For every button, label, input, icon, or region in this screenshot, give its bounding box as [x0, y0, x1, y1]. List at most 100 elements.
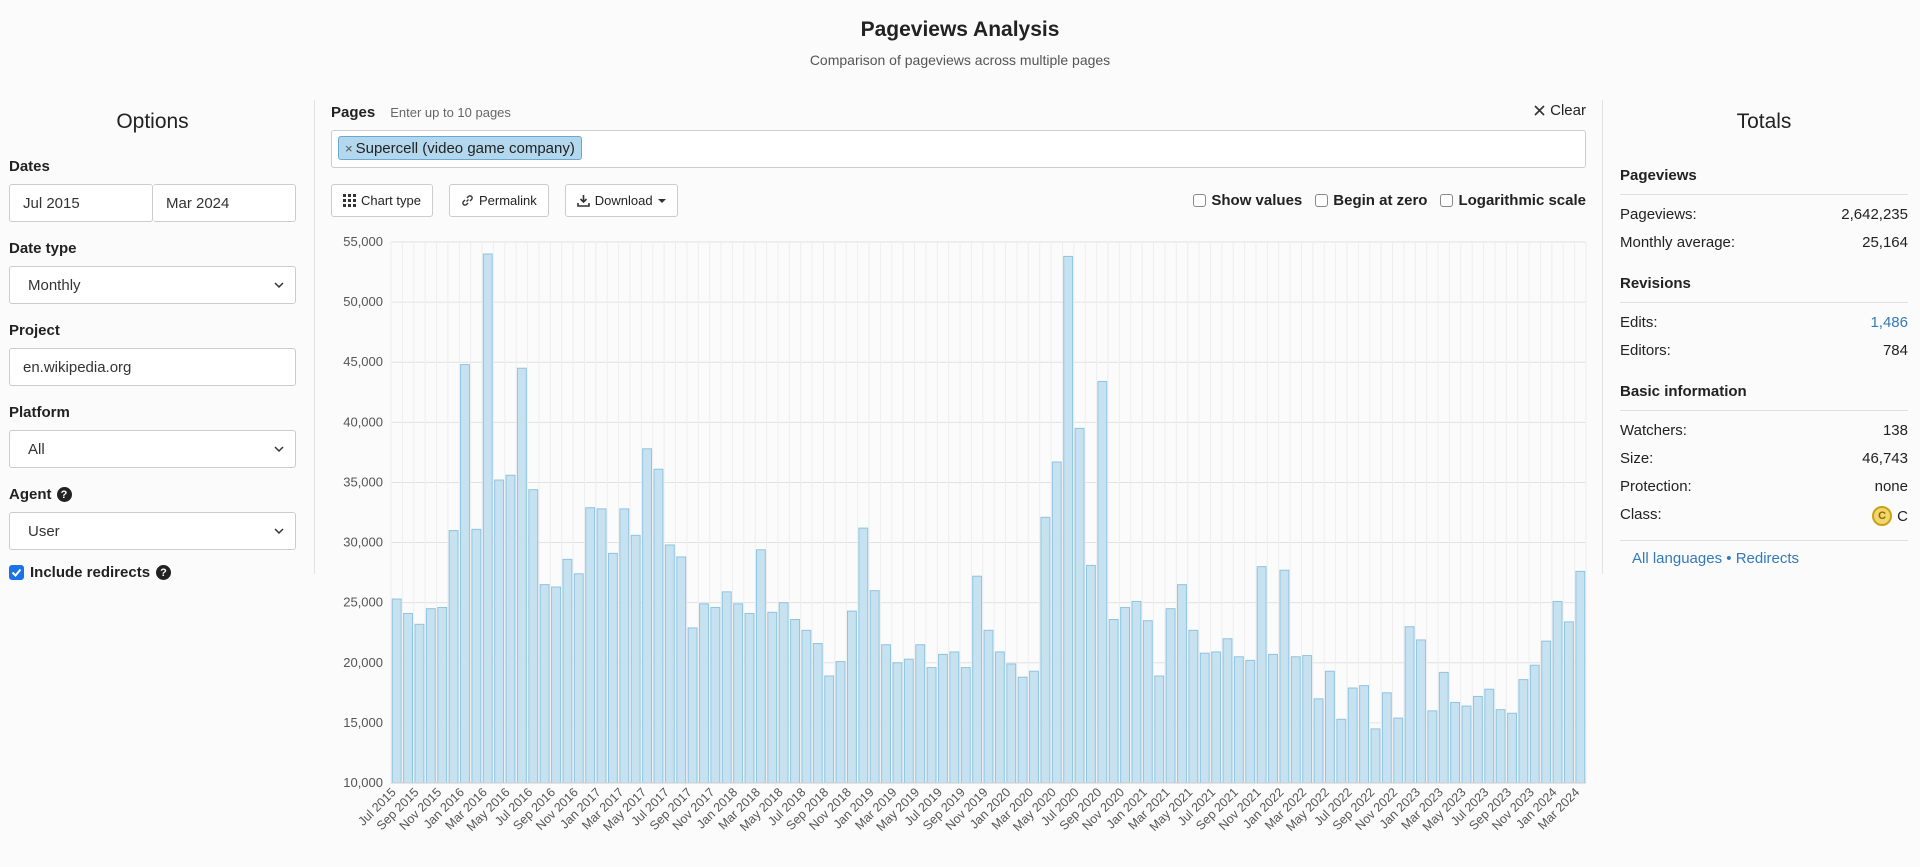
bar[interactable]: Mar 2020: [1029, 670, 1039, 784]
bar[interactable]: May 2020: [1051, 461, 1062, 784]
help-icon[interactable]: ?: [156, 565, 172, 580]
bar[interactable]: Feb 2021: [1154, 675, 1165, 784]
bar[interactable]: Jan 2022: [1279, 569, 1290, 784]
bar[interactable]: Aug 2020: [1085, 564, 1096, 784]
bar[interactable]: Feb 2020: [1017, 676, 1028, 784]
bar[interactable]: Dec 2022: [1404, 626, 1415, 784]
bar[interactable]: Oct 2015: [425, 608, 436, 784]
edits-link[interactable]: 1,486: [1870, 314, 1908, 331]
bar[interactable]: Feb 2022: [1290, 656, 1301, 784]
bar[interactable]: Jun 2016: [516, 367, 527, 784]
begin-at-zero-option[interactable]: Begin at zero: [1315, 192, 1427, 209]
bar[interactable]: Apr 2018: [767, 611, 778, 784]
bar[interactable]: Nov 2022: [1393, 717, 1404, 784]
bar[interactable]: Dec 2019: [994, 651, 1005, 784]
bar[interactable]: Apr 2019: [903, 658, 914, 784]
platform-select[interactable]: All: [9, 430, 296, 468]
bar[interactable]: Jun 2022: [1336, 718, 1347, 784]
bar[interactable]: Jan 2016: [460, 364, 470, 784]
bar[interactable]: Jun 2023: [1472, 695, 1483, 784]
bar[interactable]: Feb 2024: [1563, 621, 1574, 784]
bar[interactable]: Apr 2021: [1177, 584, 1187, 784]
download-button[interactable]: Download: [564, 184, 678, 217]
bar[interactable]: Dec 2016: [585, 507, 596, 784]
bar[interactable]: Mar 2019: [892, 662, 903, 784]
bar[interactable]: May 2021: [1188, 629, 1199, 784]
bar[interactable]: Dec 2017: [721, 591, 732, 784]
bar[interactable]: Oct 2017: [699, 603, 709, 784]
bar[interactable]: May 2016: [505, 474, 516, 784]
clear-button[interactable]: Clear: [1533, 102, 1586, 119]
bar[interactable]: Feb 2018: [744, 612, 755, 784]
bar[interactable]: Dec 2020: [1131, 600, 1142, 784]
bar[interactable]: Sep 2018: [824, 675, 835, 784]
bar[interactable]: Jul 2016: [528, 489, 539, 784]
bar[interactable]: Nov 2021: [1256, 566, 1267, 784]
bar[interactable]: Aug 2018: [812, 643, 823, 784]
bar[interactable]: Nov 2017: [710, 606, 721, 784]
bar[interactable]: Jul 2020: [1074, 427, 1085, 784]
begin-at-zero-checkbox[interactable]: [1315, 194, 1329, 207]
bar[interactable]: Nov 2023: [1529, 664, 1540, 784]
bar[interactable]: Aug 2021: [1222, 638, 1233, 784]
bar[interactable]: Jul 2018: [801, 629, 812, 784]
bar[interactable]: Nov 2020: [1120, 606, 1131, 784]
bar[interactable]: Oct 2016: [562, 558, 573, 784]
bar[interactable]: Aug 2015: [403, 612, 414, 784]
remove-tag-icon[interactable]: ×: [345, 140, 353, 156]
bar[interactable]: Mar 2016: [482, 253, 493, 784]
bar[interactable]: Oct 2023: [1518, 679, 1529, 784]
bar[interactable]: Jun 2017: [653, 468, 664, 784]
bar[interactable]: Dec 2021: [1268, 653, 1278, 784]
include-redirects-checkbox[interactable]: [9, 565, 24, 580]
bar[interactable]: Jan 2021: [1142, 620, 1153, 784]
bar[interactable]: Jul 2019: [938, 653, 948, 784]
bar[interactable]: Oct 2020: [1108, 618, 1119, 784]
bar[interactable]: Oct 2022: [1381, 692, 1392, 784]
help-icon[interactable]: ?: [56, 487, 72, 502]
redirects-link[interactable]: Redirects: [1735, 550, 1800, 567]
bar[interactable]: Jan 2024: [1552, 600, 1563, 784]
bar[interactable]: Apr 2016: [494, 479, 505, 784]
bar[interactable]: Nov 2019: [983, 629, 994, 784]
bar[interactable]: Nov 2015: [437, 606, 448, 784]
bar[interactable]: Feb 2019: [881, 644, 892, 784]
bar[interactable]: Oct 2018: [835, 661, 846, 784]
bar[interactable]: Sep 2021: [1233, 656, 1244, 784]
bar[interactable]: Jul 2023: [1484, 688, 1495, 784]
bar[interactable]: Aug 2022: [1359, 685, 1370, 784]
bar[interactable]: Mar 2021: [1165, 608, 1176, 784]
bar[interactable]: Mar 2018: [755, 549, 766, 784]
bar[interactable]: Sep 2020: [1097, 380, 1108, 784]
bar[interactable]: Nov 2018: [846, 610, 857, 784]
bar[interactable]: Dec 2023: [1541, 640, 1552, 784]
bar[interactable]: Oct 2021: [1245, 659, 1256, 784]
bar[interactable]: Aug 2023: [1495, 709, 1506, 784]
bar[interactable]: Sep 2023: [1507, 712, 1517, 784]
bar[interactable]: Sep 2016: [551, 586, 561, 784]
bar[interactable]: Aug 2019: [949, 651, 960, 784]
end-date-input[interactable]: Mar 2024: [153, 184, 296, 222]
bar[interactable]: Sep 2015: [414, 623, 425, 784]
log-scale-option[interactable]: Logarithmic scale: [1440, 192, 1586, 209]
page-tag[interactable]: × Supercell (video game company): [338, 136, 582, 160]
permalink-button[interactable]: Permalink: [448, 184, 549, 217]
bar[interactable]: May 2019: [915, 644, 926, 784]
bar[interactable]: May 2023: [1461, 705, 1472, 784]
all-languages-link[interactable]: All languages: [1632, 550, 1723, 567]
bar[interactable]: Jan 2017: [596, 508, 607, 784]
bar[interactable]: Sep 2022: [1370, 728, 1381, 784]
bar[interactable]: Jul 2021: [1211, 651, 1222, 784]
show-values-option[interactable]: Show values: [1193, 192, 1302, 209]
agent-select[interactable]: User: [9, 512, 296, 550]
bar[interactable]: Oct 2019: [972, 575, 983, 784]
bar[interactable]: Jan 2020: [1006, 663, 1017, 784]
start-date-input[interactable]: Jul 2015: [9, 184, 153, 222]
bar[interactable]: Dec 2018: [858, 527, 869, 784]
log-scale-checkbox[interactable]: [1440, 194, 1454, 207]
bar[interactable]: Mar 2017: [619, 508, 630, 784]
bar[interactable]: Jan 2018: [733, 603, 744, 784]
bar[interactable]: Jun 2020: [1063, 255, 1074, 784]
bar[interactable]: Jun 2018: [790, 618, 800, 784]
bar[interactable]: Sep 2019: [960, 667, 971, 784]
